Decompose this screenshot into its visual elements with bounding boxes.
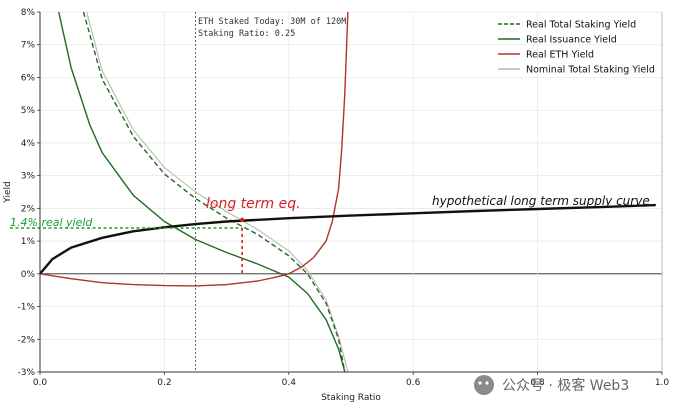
info-line-2: Staking Ratio: 0.25 <box>198 29 295 39</box>
info-box: ETH Staked Today: 30M of 120M Staking Ra… <box>198 17 346 39</box>
y-tick-label: 0% <box>21 270 36 280</box>
axes <box>39 12 663 373</box>
series-line-nominal-total-staking-yield <box>86 11 349 373</box>
legend-entry: Real ETH Yield <box>526 50 594 61</box>
x-tick-label: 0.4 <box>282 378 297 388</box>
y-tick-label: 6% <box>21 73 36 83</box>
y-tick-label: 2% <box>21 204 36 214</box>
legend-entry: Real Total Staking Yield <box>526 20 636 31</box>
y-tick-label: 8% <box>21 8 36 18</box>
info-line-1: ETH Staked Today: 30M of 120M <box>198 17 346 27</box>
y-tick-label: 4% <box>21 139 36 149</box>
annotations: hypothetical long term supply curve long… <box>10 194 650 229</box>
y-axis-label: Yield <box>3 181 13 203</box>
legend-entry: Real Issuance Yield <box>526 35 617 46</box>
x-tick-label: 0.6 <box>406 378 421 388</box>
wechat-logo-icon <box>474 375 494 395</box>
y-tick-label: 5% <box>21 106 36 116</box>
y-tick-label: 3% <box>21 172 36 182</box>
real-yield-label: 1.4% real yield <box>10 216 93 229</box>
supply-curve-label: hypothetical long term supply curve <box>432 194 650 208</box>
series-line-real-issuance-yield <box>58 11 346 373</box>
legend-entry: Nominal Total Staking Yield <box>526 65 655 76</box>
y-tick-label: -1% <box>17 303 35 313</box>
supply-curve-line <box>39 203 656 275</box>
y-tick-label: 7% <box>21 41 36 51</box>
series-line-real-eth-yield <box>39 11 349 287</box>
equilibrium-marker <box>239 217 245 223</box>
y-tick-label: -3% <box>17 368 35 378</box>
x-tick-label: 0.0 <box>33 378 48 388</box>
y-tick-label: 1% <box>21 237 36 247</box>
x-tick-label: 1.0 <box>655 378 670 388</box>
equilibrium-label: long term eq. <box>206 196 301 212</box>
series-lines <box>10 11 656 373</box>
x-tick-labels: 0.0 0.2 0.4 0.6 0.8 1.0 <box>33 372 670 388</box>
x-tick-label: 0.8 <box>530 378 545 388</box>
x-axis-label: Staking Ratio <box>321 393 381 403</box>
legend: Real Total Staking Yield Real Issuance Yi… <box>498 20 655 76</box>
series-line-real-total-staking-yield <box>82 11 346 373</box>
y-tick-labels: -3% -2% -1% 0% 1% 2% 3% 4% 5% 6% 7% 8% <box>17 8 40 378</box>
y-tick-label: -2% <box>17 335 35 345</box>
x-tick-label: 0.2 <box>157 378 171 388</box>
watermark-text: 公众号 · 极客 Web3 <box>502 377 629 394</box>
